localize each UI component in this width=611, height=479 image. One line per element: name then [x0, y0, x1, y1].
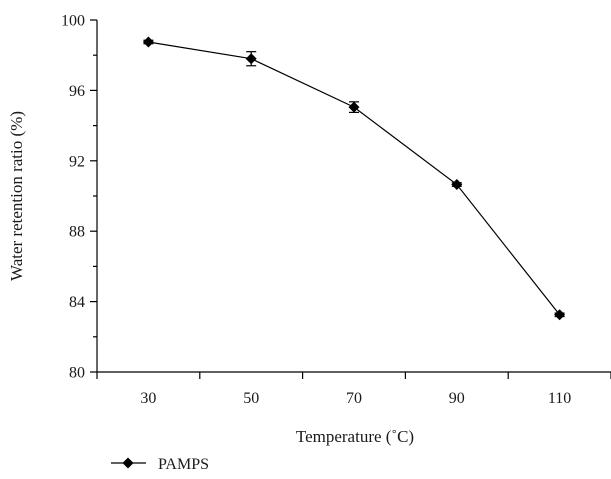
y-tick-label: 88	[69, 224, 85, 241]
plot-area	[142, 36, 566, 321]
x-tick-label: 30	[140, 390, 156, 407]
x-tick-label: 70	[346, 390, 362, 407]
x-tick-label: 110	[548, 390, 571, 407]
data-point	[554, 309, 566, 321]
data-point	[348, 101, 360, 113]
y-tick-label: 92	[69, 153, 85, 170]
y-tick-label: 80	[69, 365, 85, 382]
x-ticks: 30 50 70 90 110	[96, 372, 611, 407]
y-ticks: 80 84 88 92 96 100	[61, 13, 97, 382]
series-line-pamps	[148, 41, 561, 316]
data-markers	[142, 36, 566, 321]
x-tick-label: 90	[449, 390, 465, 407]
y-tick-label: 96	[69, 83, 85, 100]
legend-label-pamps: PAMPS	[158, 456, 209, 473]
error-bars	[143, 39, 565, 318]
y-tick-label: 84	[69, 294, 85, 311]
legend: PAMPS	[111, 456, 209, 473]
data-point	[451, 179, 463, 191]
y-axis-title: Water retention ratio (%)	[7, 111, 26, 281]
data-point	[245, 53, 257, 65]
data-point	[142, 36, 154, 48]
axes: 80 84 88 92 96 100 30 50 70 90 110	[61, 13, 611, 407]
x-axis-title: Temperature (˚C)	[296, 427, 414, 446]
y-tick-label: 100	[61, 13, 85, 30]
legend-diamond-marker	[122, 457, 134, 469]
x-tick-label: 50	[243, 390, 259, 407]
